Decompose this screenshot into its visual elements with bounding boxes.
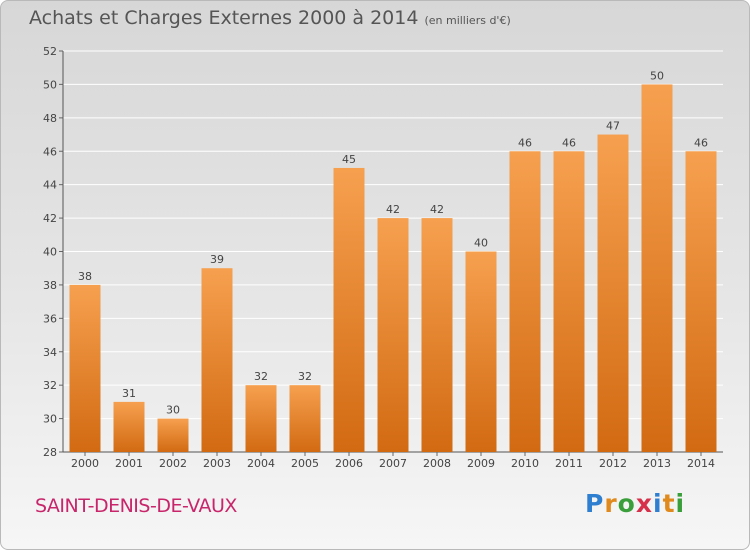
x-tick-label: 2011 — [555, 457, 583, 470]
logo-letter: o — [617, 489, 636, 518]
bar-value-label: 32 — [298, 370, 312, 383]
x-tick-label: 2013 — [643, 457, 671, 470]
bar — [113, 401, 145, 452]
x-tick-label: 2007 — [379, 457, 407, 470]
bar — [245, 385, 277, 452]
proxiti-logo: Proxiti — [585, 489, 685, 518]
bar-value-label: 50 — [650, 69, 664, 82]
chart-unit-note: (en milliers d'€) — [424, 14, 511, 27]
x-tick-label: 2008 — [423, 457, 451, 470]
bar-value-label: 31 — [122, 387, 136, 400]
y-tick-label: 32 — [43, 379, 57, 392]
bar — [597, 134, 629, 452]
x-tick-label: 2006 — [335, 457, 363, 470]
bar-value-label: 46 — [518, 136, 532, 149]
bar — [641, 84, 673, 453]
x-tick-label: 2012 — [599, 457, 627, 470]
chart-title: Achats et Charges Externes 2000 à 2014 (e… — [29, 7, 511, 29]
bar-value-label: 32 — [254, 370, 268, 383]
y-tick-label: 34 — [43, 346, 57, 359]
bar-value-label: 42 — [430, 203, 444, 216]
x-tick-label: 2004 — [247, 457, 275, 470]
x-tick-label: 2003 — [203, 457, 231, 470]
x-tick-label: 2000 — [71, 457, 99, 470]
y-tick-label: 52 — [43, 45, 57, 58]
logo-letter: P — [585, 489, 605, 518]
bar — [685, 151, 717, 452]
x-tick-label: 2009 — [467, 457, 495, 470]
bar — [553, 151, 585, 452]
logo-letter: i — [653, 489, 663, 518]
logo-letter: i — [675, 489, 686, 518]
y-tick-label: 42 — [43, 212, 57, 225]
bar-value-label: 38 — [78, 270, 92, 283]
bar — [157, 418, 189, 452]
y-tick-label: 40 — [43, 246, 57, 259]
bar-value-label: 45 — [342, 153, 356, 166]
x-tick-label: 2002 — [159, 457, 187, 470]
bar-value-label: 42 — [386, 203, 400, 216]
x-tick-label: 2010 — [511, 457, 539, 470]
x-tick-label: 2005 — [291, 457, 319, 470]
bar — [69, 284, 101, 452]
bar-value-label: 47 — [606, 120, 620, 133]
bar-value-label: 39 — [210, 253, 224, 266]
y-tick-label: 44 — [43, 179, 57, 192]
y-tick-label: 50 — [43, 78, 57, 91]
x-tick-label: 2014 — [687, 457, 715, 470]
bar — [421, 218, 453, 452]
bar — [201, 268, 233, 452]
logo-letter: t — [662, 489, 676, 518]
bar — [289, 385, 321, 452]
bar — [333, 167, 365, 453]
logo-letter: r — [604, 489, 618, 518]
x-tick-label: 2001 — [115, 457, 143, 470]
bar — [509, 151, 541, 452]
bar-value-label: 30 — [166, 404, 180, 417]
y-tick-label: 46 — [43, 145, 57, 158]
bar — [377, 218, 409, 452]
bar — [465, 251, 497, 452]
commune-name: SAINT-DENIS-DE-VAUX — [35, 495, 237, 517]
y-tick-label: 28 — [43, 446, 57, 459]
y-tick-label: 38 — [43, 279, 57, 292]
logo-letter: x — [635, 489, 653, 518]
y-tick-label: 30 — [43, 413, 57, 426]
y-tick-label: 48 — [43, 112, 57, 125]
y-tick-label: 36 — [43, 312, 57, 325]
bar-value-label: 40 — [474, 237, 488, 250]
bar-value-label: 46 — [562, 136, 576, 149]
chart-title-text: Achats et Charges Externes 2000 à 2014 — [29, 7, 419, 29]
bar-value-label: 46 — [694, 136, 708, 149]
